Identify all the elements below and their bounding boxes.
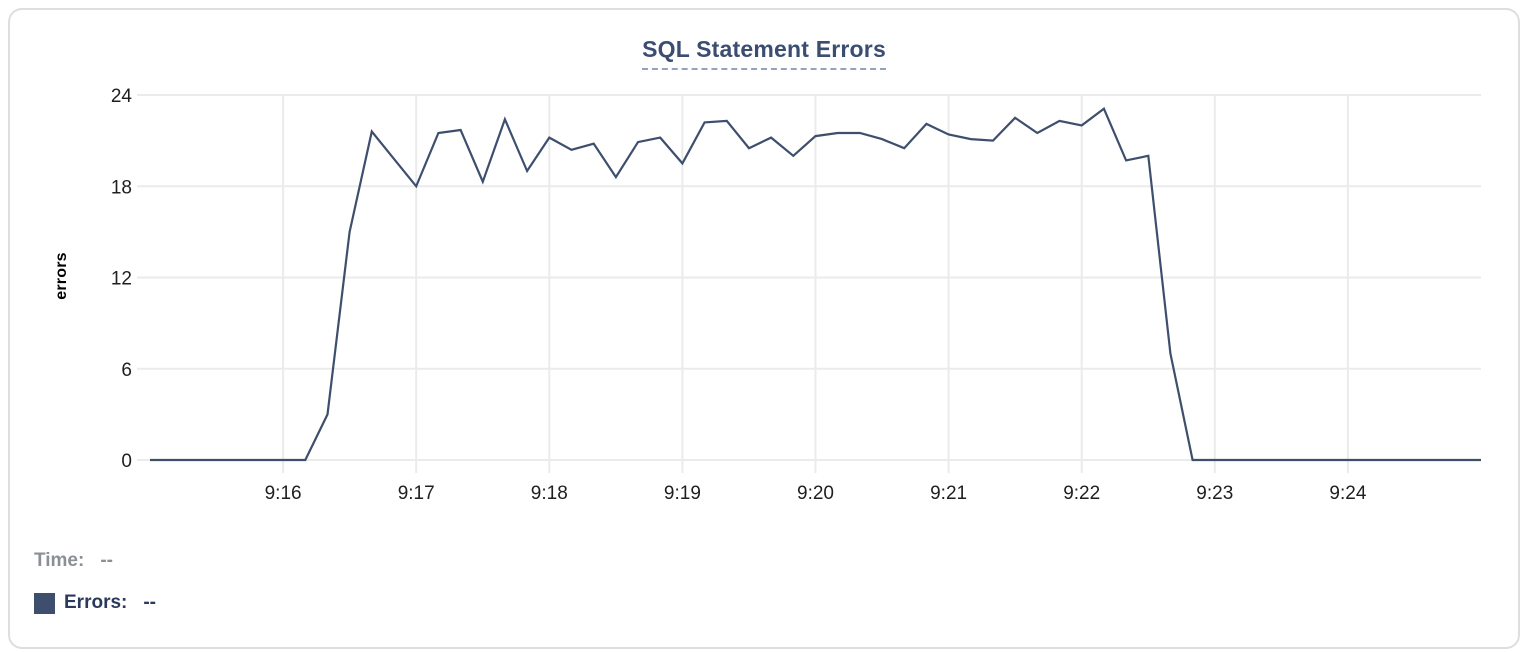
chart-title[interactable]: SQL Statement Errors — [642, 36, 886, 70]
x-tick-label: 9:19 — [664, 483, 701, 504]
y-tick-label: 0 — [121, 451, 132, 472]
x-tick-label: 9:18 — [531, 483, 568, 504]
chart-header: SQL Statement Errors — [10, 36, 1518, 70]
errors-readout-value: -- — [143, 592, 157, 613]
gridlines — [137, 94, 1481, 473]
x-tick-label: 9:22 — [1063, 483, 1100, 504]
errors-readout-row: Errors: -- — [34, 590, 156, 616]
y-tick-label: 24 — [111, 86, 133, 107]
y-tick-label: 18 — [111, 177, 132, 198]
x-tick-label: 9:24 — [1329, 483, 1366, 504]
time-readout-label: Time: — [34, 550, 85, 571]
y-tick-label: 12 — [111, 269, 132, 290]
x-tick-label: 9:17 — [398, 483, 435, 504]
y-tick-label: 6 — [121, 360, 132, 381]
x-tick-label: 9:16 — [265, 483, 302, 504]
time-readout-value: -- — [100, 550, 113, 571]
chart-card: SQL Statement Errors errors 0 6 12 18 24 9:1… — [8, 8, 1520, 649]
y-axis-tick-labels: 0 6 12 18 24 — [111, 86, 133, 472]
hover-readout-legend: Time: -- Errors: -- — [34, 548, 156, 632]
errors-line-chart[interactable]: 0 6 12 18 24 9:16 9:17 9:18 9:19 9:20 9:21 9:22 9:2… — [10, 10, 1528, 530]
time-readout-row: Time: -- — [34, 548, 156, 574]
x-axis-tick-labels: 9:16 9:17 9:18 9:19 9:20 9:21 9:22 9:23 9:24 — [265, 483, 1367, 504]
x-tick-label: 9:21 — [930, 483, 967, 504]
x-tick-label: 9:20 — [797, 483, 834, 504]
x-tick-label: 9:23 — [1196, 483, 1233, 504]
errors-readout-label: Errors: — [64, 592, 128, 613]
errors-series-line — [150, 106, 1481, 462]
errors-series-swatch — [34, 592, 55, 614]
